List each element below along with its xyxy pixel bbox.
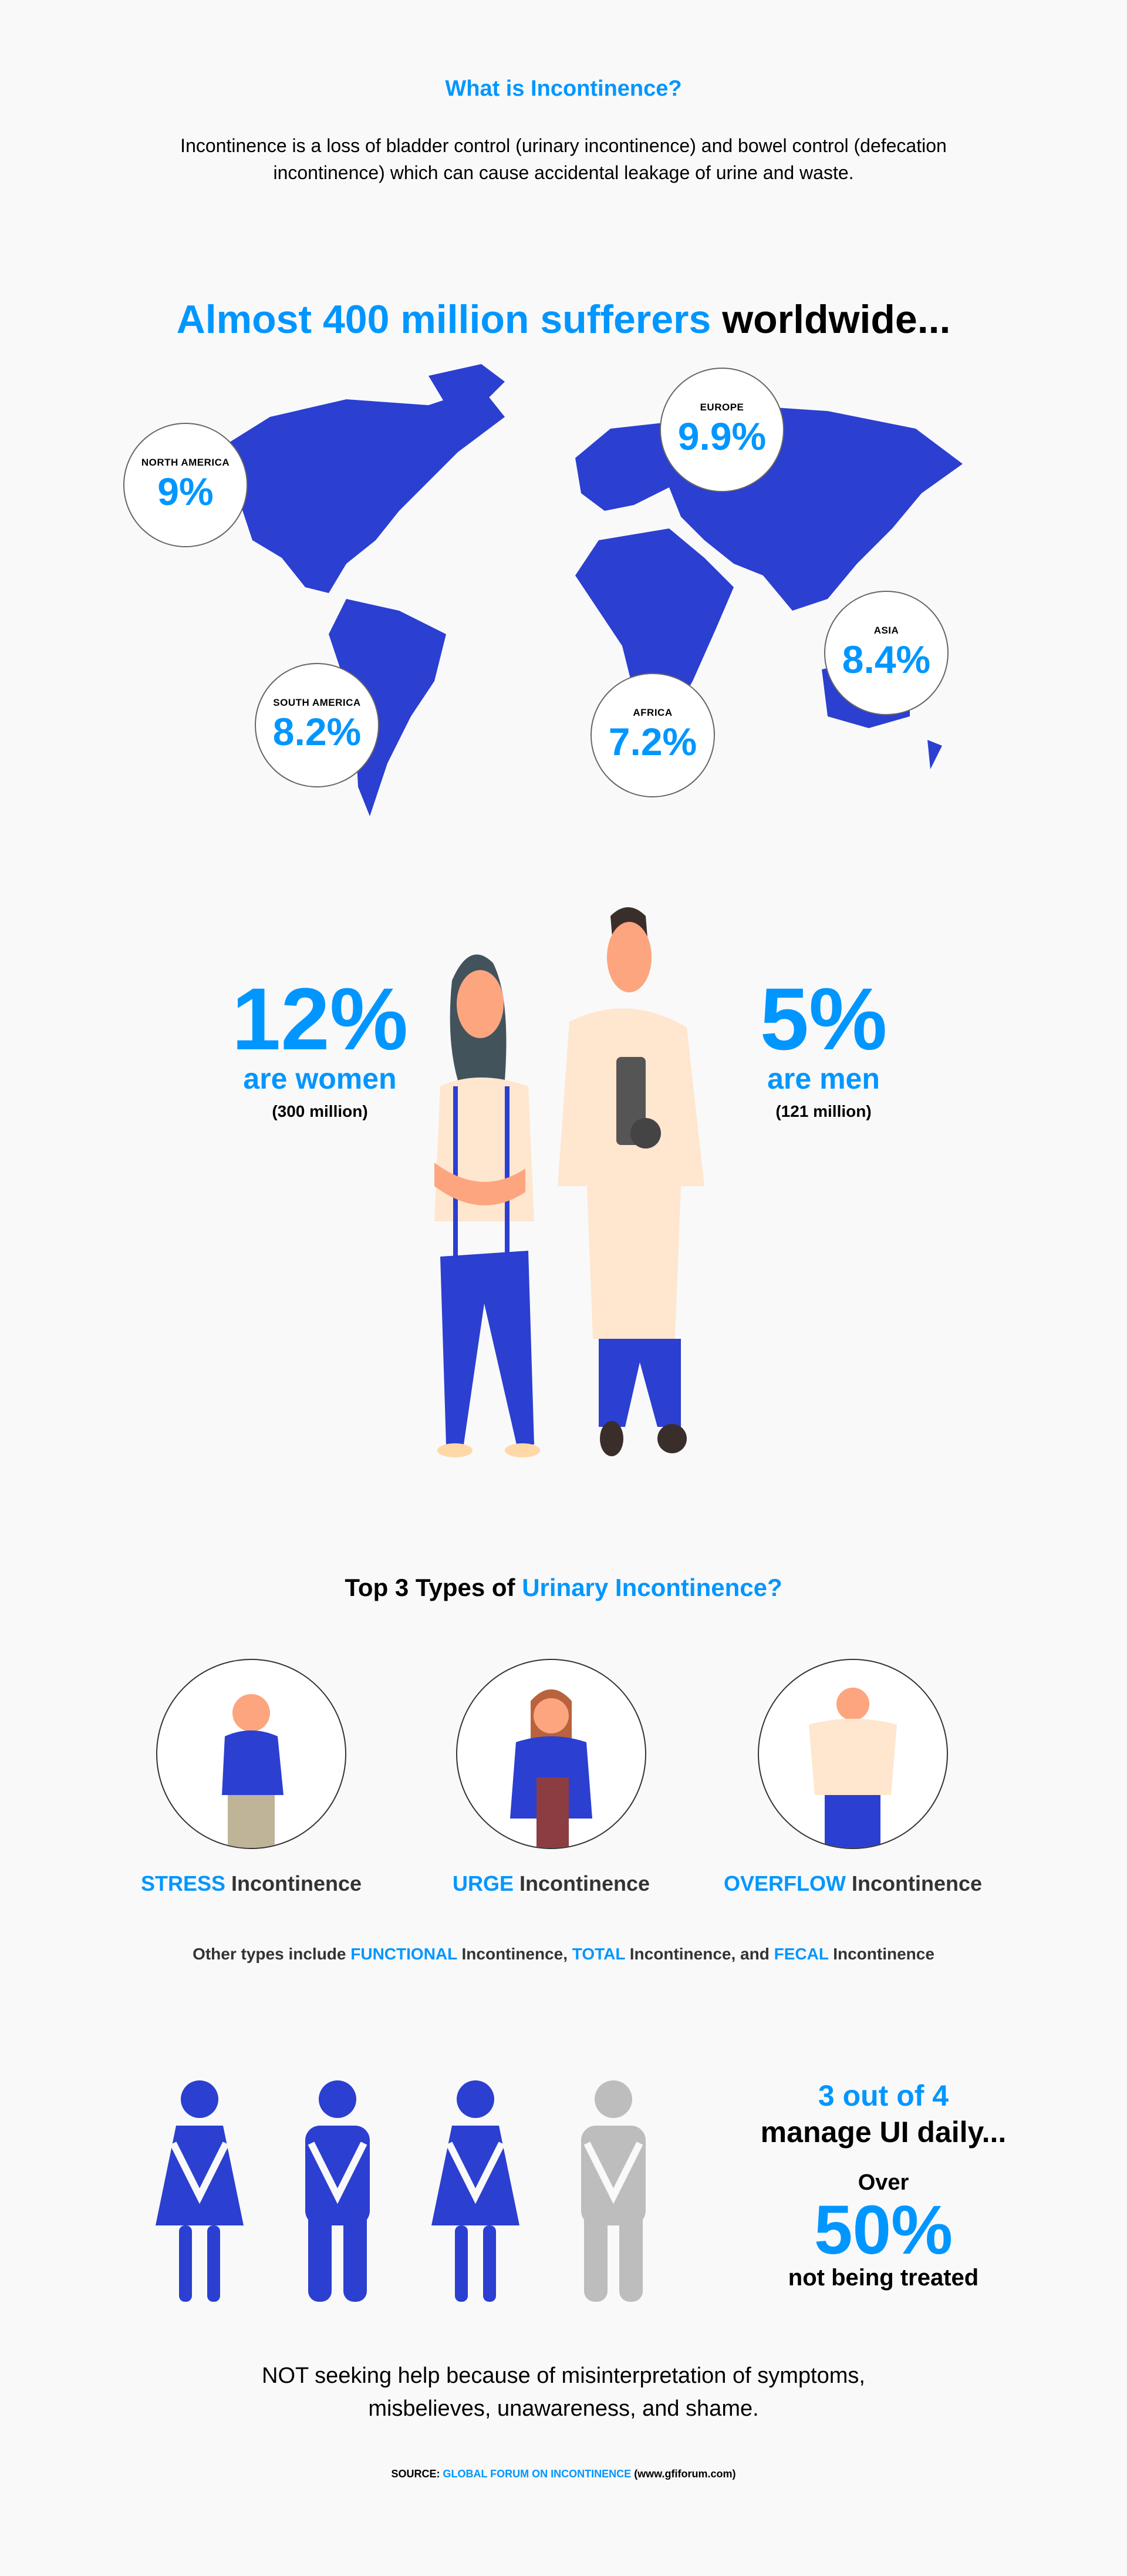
map-new-zealand (927, 740, 942, 769)
region-value: 8.2% (272, 710, 362, 753)
source-url: (www.gfiforum.com) (634, 2468, 736, 2480)
type-overflow: OVERFLOW Incontinence (706, 1659, 1000, 1896)
help-text: NOT seeking help because of misinterpret… (0, 2359, 1127, 2425)
type-suffix: Incontinence (231, 1871, 362, 1895)
types-heading-blue: Urinary Incontinence? (522, 1574, 782, 1601)
region-label: ASIA (873, 625, 899, 636)
other-suffix: Incontinence, (461, 1945, 568, 1963)
other-types: Other types include FUNCTIONAL Incontine… (0, 1945, 1127, 1964)
untreated-pct: 50% (814, 2191, 953, 2269)
women-count: (300 million) (272, 1102, 368, 1120)
region-south-america: SOUTH AMERICA 8.2% (255, 663, 379, 787)
types-heading: Top 3 Types of Urinary Incontinence? (0, 1574, 1127, 1602)
type-urge: URGE Incontinence (404, 1659, 698, 1896)
men-pct: 5% (760, 969, 888, 1068)
heading-black: worldwide... (722, 297, 951, 342)
map-greenland (428, 364, 505, 405)
region-north-america: NORTH AMERICA 9% (123, 423, 248, 547)
urge-illustration (456, 1659, 646, 1849)
region-label: EUROPE (700, 402, 744, 413)
region-value: 7.2% (608, 720, 697, 763)
source-label: SOURCE: (391, 2468, 440, 2480)
women-pct: 12% (231, 969, 409, 1068)
intro-title: What is Incontinence? (445, 76, 682, 101)
people-illustration (434, 907, 704, 1457)
daily-manage: manage UI daily... (760, 2116, 1007, 2149)
overflow-illustration (758, 1659, 948, 1849)
man-figure (558, 907, 704, 1456)
region-asia: ASIA 8.4% (824, 591, 949, 715)
type-key: OVERFLOW (723, 1871, 846, 1895)
type-suffix: Incontinence (519, 1871, 650, 1895)
help-line-2: misbelieves, unawareness, and shame. (368, 2396, 759, 2421)
female-figure-icon (156, 2080, 244, 2302)
region-label: NORTH AMERICA (141, 457, 230, 468)
region-europe: EUROPE 9.9% (660, 368, 784, 492)
other-prefix: Other types include (193, 1945, 346, 1963)
source-org: GLOBAL FORUM ON INCONTINENCE (443, 2468, 632, 2480)
men-stat: 5% are men (121 million) (718, 975, 929, 1121)
male-figure-icon (581, 2080, 646, 2302)
other-type-functional: FUNCTIONAL (350, 1945, 457, 1963)
type-key: URGE (452, 1871, 514, 1895)
female-figure-icon (431, 2080, 519, 2302)
region-value: 9.9% (677, 415, 767, 458)
region-value: 9% (157, 470, 214, 513)
type-suffix: Incontinence (851, 1871, 983, 1895)
other-suffix: Incontinence, and (629, 1945, 770, 1963)
heading-blue: Almost 400 million sufferers (176, 297, 711, 342)
map-north-america (217, 388, 505, 593)
map-europe (575, 423, 681, 511)
daily-stats: 3 out of 4 manage UI daily... Over 50% n… (704, 2079, 1062, 2291)
worldwide-heading: Almost 400 million sufferers worldwide..… (0, 297, 1127, 342)
type-key: STRESS (140, 1871, 225, 1895)
over-label: Over (858, 2170, 909, 2195)
other-suffix: Incontinence (833, 1945, 934, 1963)
intro-body: Incontinence is a loss of bladder contro… (180, 135, 947, 183)
help-line-1: NOT seeking help because of misinterpret… (262, 2363, 865, 2388)
men-label: are men (767, 1062, 880, 1095)
other-type-total: TOTAL (572, 1945, 625, 1963)
women-label: are women (243, 1062, 397, 1095)
stress-illustration (156, 1659, 346, 1849)
women-stat: 12% are women (300 million) (214, 975, 426, 1121)
source: SOURCE: GLOBAL FORUM ON INCONTINENCE (ww… (0, 2468, 1127, 2480)
type-stress: STRESS Incontinence (104, 1659, 398, 1896)
region-label: AFRICA (633, 707, 673, 718)
daily-ratio: 3 out of 4 (818, 2079, 949, 2112)
figures-row (156, 2080, 646, 2302)
untreated-label: not being treated (788, 2265, 979, 2291)
region-africa: AFRICA 7.2% (591, 673, 715, 797)
woman-figure (434, 954, 540, 1457)
other-type-fecal: FECAL (774, 1945, 829, 1963)
region-label: SOUTH AMERICA (273, 697, 361, 708)
region-value: 8.4% (842, 638, 931, 681)
male-figure-icon (305, 2080, 370, 2302)
types-heading-black: Top 3 Types of (345, 1574, 515, 1601)
map-africa (575, 528, 734, 734)
men-count: (121 million) (775, 1102, 872, 1120)
